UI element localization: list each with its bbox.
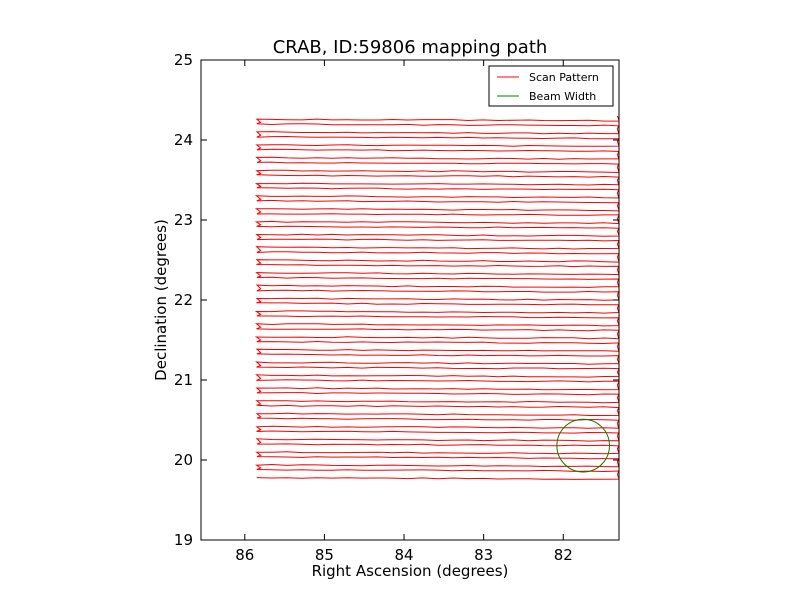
y-tick-label: 23	[174, 211, 193, 229]
legend-label-beam-width: Beam Width	[529, 90, 596, 103]
legend: Scan Pattern Beam Width	[488, 65, 614, 107]
legend-box	[488, 65, 614, 107]
y-tick-label: 22	[174, 291, 193, 309]
y-tick-label: 19	[174, 531, 193, 549]
x-tick-label: 85	[315, 546, 334, 564]
y-tick-label: 25	[174, 51, 193, 69]
x-tick-label: 82	[554, 546, 573, 564]
beam-width-layer	[556, 418, 610, 473]
x-tick-label: 83	[474, 546, 493, 564]
chart-title: CRAB, ID:59806 mapping path	[273, 37, 548, 58]
x-tick-label: 84	[394, 546, 413, 564]
y-tick-label: 24	[174, 131, 193, 149]
scan-pattern-line	[254, 115, 619, 480]
y-tick-label: 21	[174, 371, 193, 389]
y-axis: 19 20 21 22 23 24 25	[174, 51, 619, 549]
y-tick-label: 20	[174, 451, 193, 469]
beam-width-circle	[556, 418, 610, 473]
legend-label-scan-pattern: Scan Pattern	[529, 71, 599, 84]
scan-pattern-layer	[254, 115, 619, 480]
x-axis: 86 85 84 83 82	[235, 60, 573, 564]
x-tick-label: 86	[235, 546, 254, 564]
x-axis-label: Right Ascension (degrees)	[312, 562, 509, 580]
y-axis-label: Declination (degrees)	[152, 219, 170, 381]
